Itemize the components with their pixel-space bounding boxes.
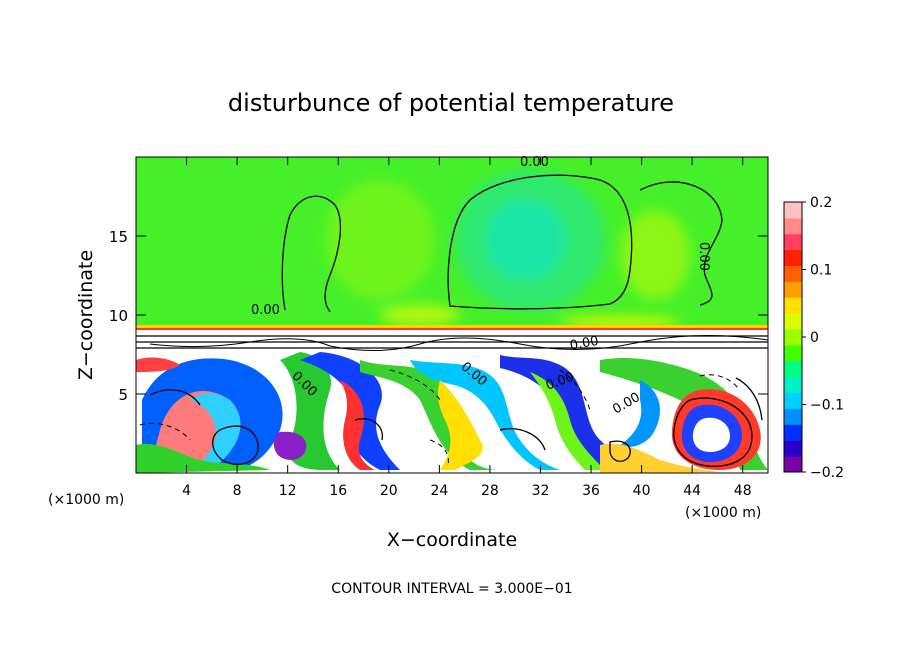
y-tick-label: 5	[118, 386, 128, 404]
colorbar-tick-label: 0.1	[810, 263, 832, 279]
x-tick-label: 24	[430, 483, 448, 499]
x-tick-label: 48	[734, 483, 752, 499]
x-tick-label: 36	[582, 483, 600, 499]
dashed-contours	[139, 369, 739, 466]
colorbar-swatch	[784, 424, 802, 441]
interface-band-red	[136, 328, 768, 331]
colorbar-swatch	[784, 344, 802, 362]
colorbar-swatch	[784, 265, 802, 282]
colorbar-swatch	[784, 202, 802, 219]
y-tick-label: 15	[109, 228, 128, 246]
inversion-layer	[136, 330, 768, 352]
contour-label: 0.00	[251, 303, 280, 318]
x-tick-label: 16	[329, 483, 347, 499]
colorbar-swatch	[784, 392, 802, 409]
colorbar-tick-label: −0.2	[810, 465, 844, 481]
x-tick-label: 20	[380, 483, 398, 499]
y-tick-label: 10	[109, 307, 128, 325]
colorbar-swatch	[784, 249, 802, 267]
colorbar-swatch	[784, 329, 802, 346]
contour-label: 0.00	[520, 155, 549, 170]
x-tick-label: 4	[182, 483, 191, 499]
colorbar-swatch	[784, 360, 802, 378]
x-axis-label: X−coordinate	[387, 529, 517, 551]
colorbar-swatch	[784, 408, 802, 425]
contour-interval-note: CONTOUR INTERVAL = 3.000E−01	[331, 581, 572, 597]
contour-lines	[149, 174, 763, 467]
x-axis-unit-left: (×1000 m)	[48, 492, 124, 508]
colorbar-tick-label: −0.1	[810, 398, 844, 414]
x-axis: 4 8 12 16 20 24 28 32 36 40 44 48	[182, 157, 752, 499]
chart-title: disturbunce of potential temperature	[228, 89, 674, 117]
colorbar-swatch	[784, 440, 802, 457]
interface-band	[136, 325, 768, 329]
y-axis: 5 10 15	[109, 228, 768, 404]
y-axis-label: Z−coordinate	[75, 250, 97, 380]
x-tick-label: 28	[481, 483, 499, 499]
x-tick-label: 44	[683, 483, 701, 499]
turbulent-structures	[136, 352, 768, 473]
colorbar-swatch	[784, 217, 802, 235]
contour-label: 0.00	[696, 242, 711, 271]
colorbar-tick-label: 0.2	[810, 195, 832, 211]
x-tick-label: 40	[633, 483, 651, 499]
colorbar-swatch	[784, 456, 802, 473]
x-tick-label: 8	[233, 483, 242, 499]
colorbar-swatch	[784, 281, 802, 298]
x-tick-label: 32	[532, 483, 550, 499]
colorbar-tick-label: 0	[810, 330, 819, 346]
plot-area	[136, 157, 768, 473]
colorbar-swatch	[784, 297, 802, 314]
contour-label: 0.00	[569, 334, 600, 354]
colorbar-swatch	[784, 313, 802, 330]
x-axis-unit-right: (×1000 m)	[685, 505, 761, 521]
colorbar-swatch	[784, 376, 802, 394]
colorbar-swatch	[784, 233, 802, 251]
colorbar: 0.2 0.1 0 −0.1 −0.2	[783, 195, 844, 481]
x-tick-label: 12	[279, 483, 297, 499]
